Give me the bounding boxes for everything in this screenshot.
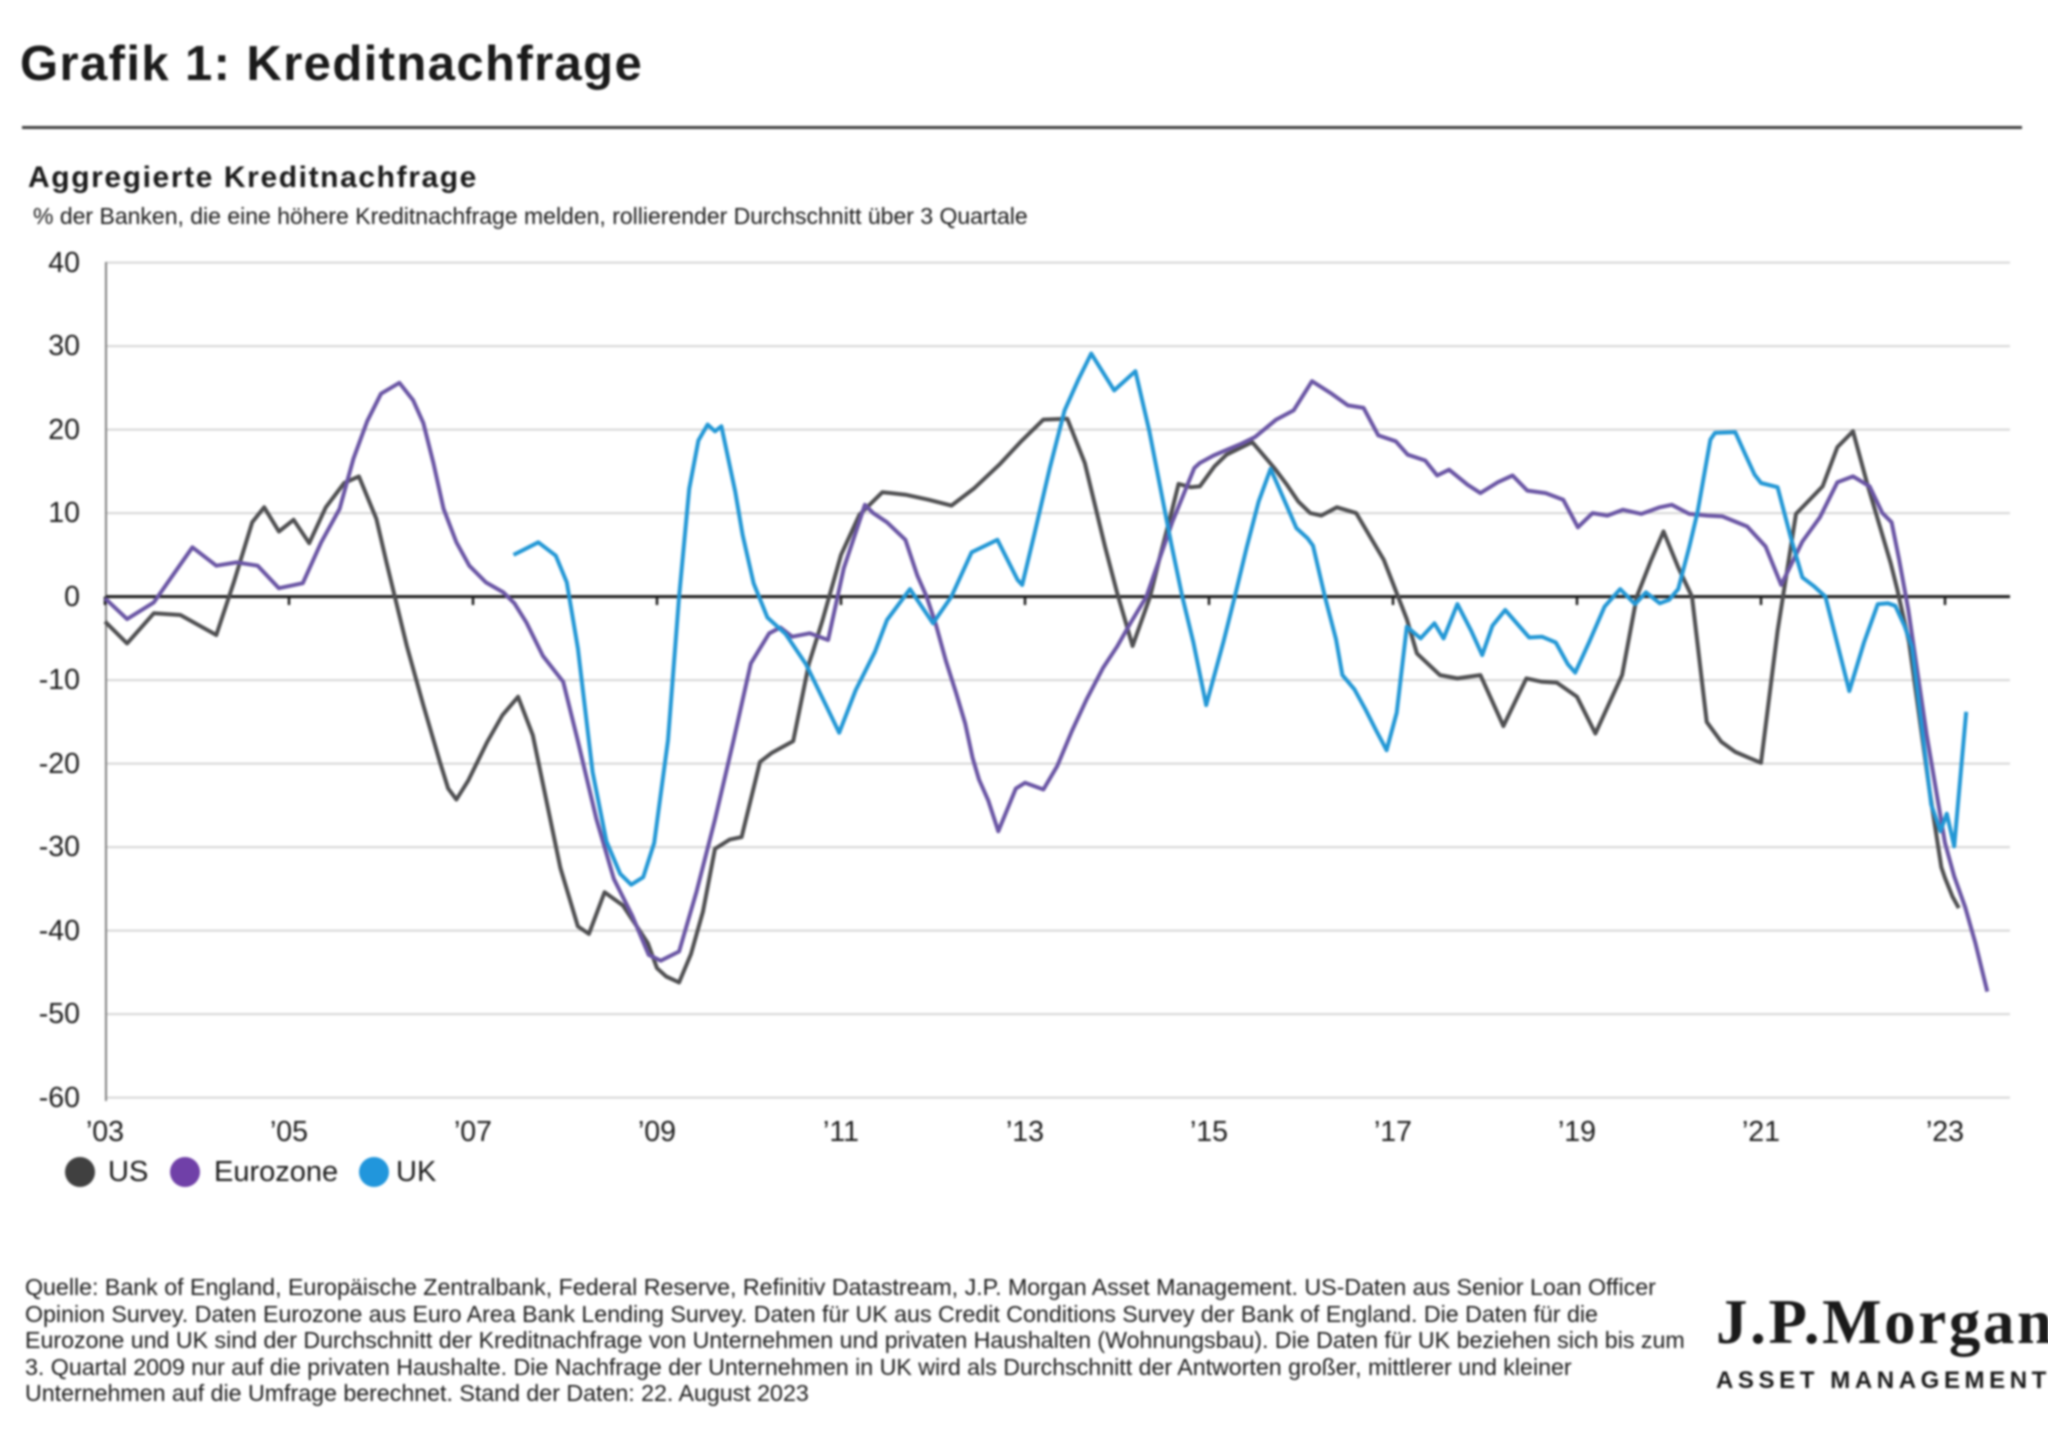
svg-text:’19: ’19 xyxy=(1558,1116,1596,1148)
svg-text:-60: -60 xyxy=(39,1082,80,1114)
svg-text:-20: -20 xyxy=(39,748,80,780)
svg-text:’07: ’07 xyxy=(454,1116,492,1148)
svg-text:-50: -50 xyxy=(39,998,80,1030)
svg-text:-30: -30 xyxy=(39,831,80,863)
svg-text:’05: ’05 xyxy=(270,1116,308,1148)
svg-text:’03: ’03 xyxy=(86,1116,124,1148)
svg-text:’15: ’15 xyxy=(1190,1116,1228,1148)
svg-text:’17: ’17 xyxy=(1374,1116,1412,1148)
svg-text:20: 20 xyxy=(48,414,80,446)
svg-text:40: 40 xyxy=(48,247,80,279)
svg-text:’23: ’23 xyxy=(1926,1116,1964,1148)
svg-text:’09: ’09 xyxy=(638,1116,676,1148)
svg-text:’21: ’21 xyxy=(1742,1116,1780,1148)
svg-text:10: 10 xyxy=(48,497,80,529)
svg-text:’13: ’13 xyxy=(1006,1116,1044,1148)
svg-text:-10: -10 xyxy=(39,664,80,696)
svg-text:-40: -40 xyxy=(39,915,80,947)
svg-text:30: 30 xyxy=(48,330,80,362)
svg-text:0: 0 xyxy=(64,581,80,613)
svg-text:’11: ’11 xyxy=(823,1116,859,1148)
